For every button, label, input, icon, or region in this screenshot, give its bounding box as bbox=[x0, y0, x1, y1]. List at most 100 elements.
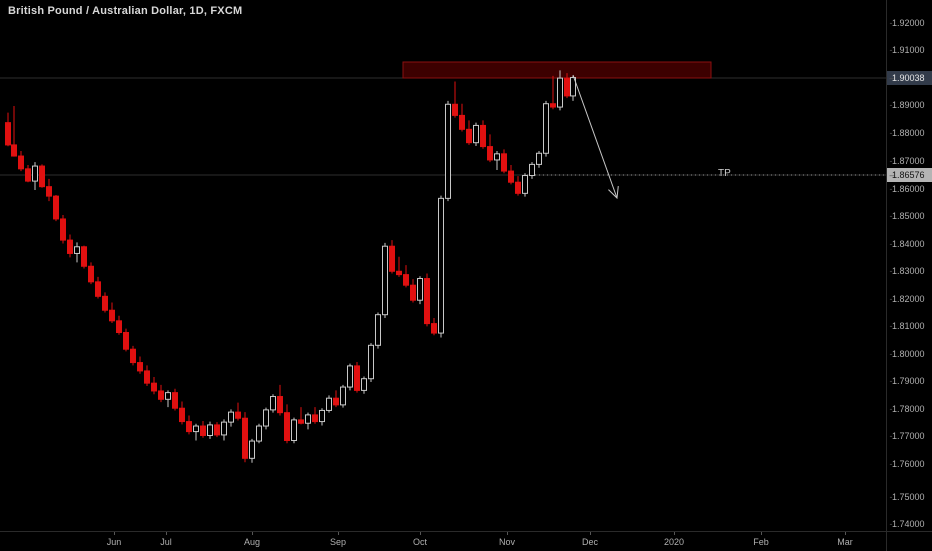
candle-body bbox=[242, 417, 248, 459]
candle bbox=[46, 178, 52, 202]
candle bbox=[361, 376, 367, 394]
projection-arrow-line[interactable] bbox=[572, 74, 618, 199]
time-tick-label: Dec bbox=[581, 537, 599, 547]
candle-body bbox=[445, 103, 451, 199]
candle-body bbox=[473, 124, 479, 144]
candle bbox=[228, 409, 234, 427]
candle-body bbox=[480, 124, 486, 148]
projection-arrow-head-icon bbox=[608, 186, 619, 200]
candle-body bbox=[109, 309, 115, 322]
candle-body bbox=[487, 146, 493, 161]
axis-corner bbox=[886, 531, 932, 551]
price-tick-value: 1.87000 bbox=[892, 156, 925, 166]
candle bbox=[368, 343, 374, 383]
time-tick-mark bbox=[507, 532, 508, 535]
tick-dash-icon: – bbox=[887, 73, 895, 83]
candle-body bbox=[88, 265, 94, 283]
candle-body bbox=[151, 382, 157, 392]
candle-body bbox=[172, 392, 178, 409]
price-tick-value: 1.86000 bbox=[892, 184, 925, 194]
candle-body bbox=[277, 396, 283, 414]
price-tick-value: 1.76000 bbox=[892, 459, 925, 469]
candle-body bbox=[361, 378, 367, 391]
candle bbox=[312, 407, 318, 424]
candle bbox=[347, 363, 353, 391]
price-tick-value: 1.92000 bbox=[892, 18, 925, 28]
resistance-zone-box[interactable] bbox=[402, 61, 712, 79]
candle-body bbox=[284, 412, 290, 441]
price-tick-value: 1.80000 bbox=[892, 349, 925, 359]
candle bbox=[431, 318, 437, 336]
candle-body bbox=[550, 103, 556, 108]
time-tick-mark bbox=[338, 532, 339, 535]
time-tick-label: Oct bbox=[412, 537, 428, 547]
candle bbox=[249, 438, 255, 463]
candle bbox=[382, 242, 388, 319]
candle-body bbox=[368, 344, 374, 380]
candle bbox=[214, 422, 220, 438]
price-tick-label: -1.78000 bbox=[887, 402, 932, 416]
time-tick-label: Feb bbox=[753, 537, 769, 547]
time-tick-label: Aug bbox=[243, 537, 261, 547]
candle bbox=[74, 242, 80, 263]
candle bbox=[417, 276, 423, 305]
candle-body bbox=[515, 181, 521, 194]
candle bbox=[158, 384, 164, 403]
candle-body bbox=[557, 77, 563, 108]
candle bbox=[284, 404, 290, 444]
tick-dash-icon: - bbox=[887, 211, 893, 221]
tick-dash-icon: - bbox=[887, 18, 893, 28]
price-tick-label: –1.86576 bbox=[887, 168, 932, 182]
tick-dash-icon: - bbox=[887, 492, 893, 502]
candle-body bbox=[389, 245, 395, 272]
time-tick-label: Nov bbox=[498, 537, 516, 547]
tick-dash-icon: - bbox=[887, 128, 893, 138]
candle bbox=[270, 394, 276, 413]
candle bbox=[410, 279, 416, 303]
tick-dash-icon: - bbox=[887, 100, 893, 110]
price-tick-label: -1.75000 bbox=[887, 490, 932, 504]
candle-body bbox=[53, 195, 59, 220]
candle-body bbox=[5, 122, 11, 146]
price-tick-value: 1.89000 bbox=[892, 100, 925, 110]
price-axis[interactable]: -1.92000 -1.91000 –1.90038 -1.89000 -1.8… bbox=[886, 0, 932, 531]
candle-body bbox=[137, 362, 143, 372]
tick-dash-icon: - bbox=[887, 156, 893, 166]
price-tick-label: -1.82000 bbox=[887, 292, 932, 306]
candlestick-canvas bbox=[0, 61, 886, 463]
candle-body bbox=[543, 103, 549, 154]
price-tick-label: -1.86000 bbox=[887, 182, 932, 196]
take-profit-label: TP bbox=[718, 168, 731, 179]
candle-body bbox=[186, 421, 192, 433]
chart-plot-area[interactable] bbox=[0, 0, 886, 531]
candle-body bbox=[333, 397, 339, 406]
candle bbox=[130, 345, 136, 366]
price-tick-label: -1.77000 bbox=[887, 429, 932, 443]
time-tick-label: 2020 bbox=[663, 537, 685, 547]
candle bbox=[193, 423, 199, 441]
time-tick-mark bbox=[761, 532, 762, 535]
candle-body bbox=[60, 218, 66, 241]
candle-body bbox=[438, 197, 444, 334]
candle bbox=[550, 75, 556, 110]
time-tick-mark bbox=[114, 532, 115, 535]
candle bbox=[305, 412, 311, 430]
candle-body bbox=[193, 425, 199, 433]
candle bbox=[151, 377, 157, 395]
candle bbox=[144, 365, 150, 386]
candle bbox=[333, 390, 339, 408]
candle-body bbox=[319, 409, 325, 423]
time-tick-label: Sep bbox=[329, 537, 347, 547]
candle bbox=[200, 421, 206, 438]
candle bbox=[319, 408, 325, 426]
candle-body bbox=[326, 397, 332, 411]
candle-body bbox=[249, 440, 255, 459]
time-axis[interactable]: Jun Jul Aug Sep Oct Nov Dec 2020 Feb Mar bbox=[0, 531, 932, 551]
tick-dash-icon: - bbox=[887, 519, 893, 529]
tick-dash-icon: - bbox=[887, 45, 893, 55]
candle-body bbox=[200, 425, 206, 436]
tick-dash-icon: - bbox=[887, 376, 893, 386]
price-tick-value: 1.81000 bbox=[892, 321, 925, 331]
tick-dash-icon: - bbox=[887, 239, 893, 249]
